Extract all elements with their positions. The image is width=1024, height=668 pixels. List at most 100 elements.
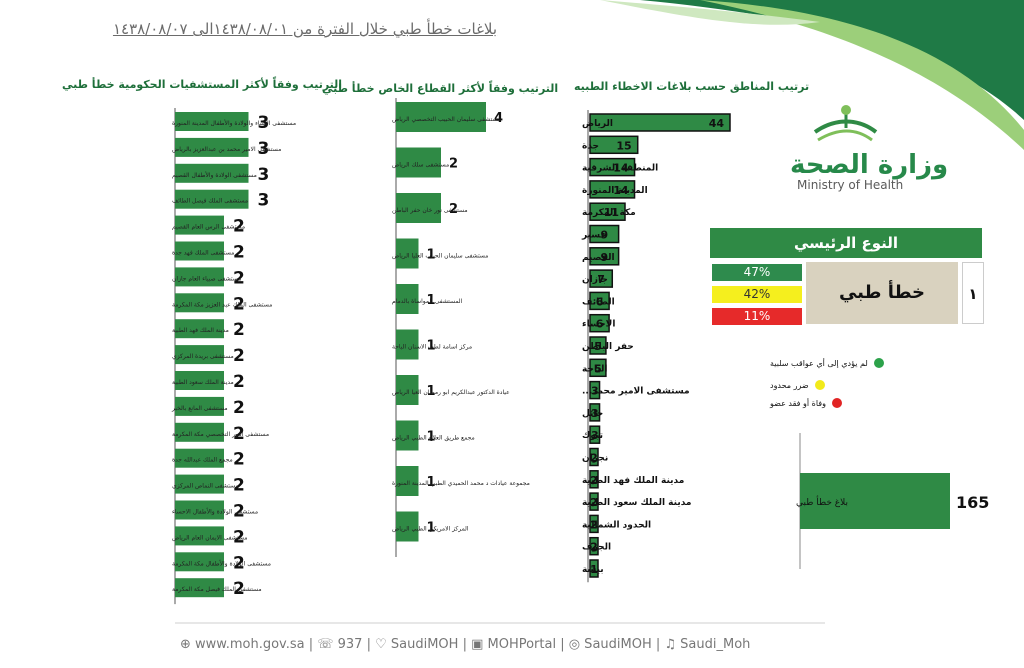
- regions-data-label: 5: [594, 362, 602, 375]
- gov-bar: [175, 137, 249, 157]
- logo-arabic-text: وزارة الصحة: [790, 150, 949, 180]
- gov-chart-title: الترتيب وفقاً لأكثر المستشفيات الحكومية …: [62, 78, 343, 91]
- private-category-label: عيادة الدكتور عبدالكريم ابو رمضان العيا …: [392, 389, 510, 396]
- regions-bar: [589, 470, 599, 489]
- regions-data-label: 1: [590, 563, 598, 576]
- regions-bar: [589, 247, 620, 266]
- regions-category-label: نجران: [582, 454, 608, 464]
- gov-bar: [175, 267, 224, 287]
- regions-category-label: حفر الباطن: [582, 342, 634, 352]
- gov-bar: [175, 552, 224, 572]
- regions-category-label: مستشفى الامير محمد...: [582, 387, 690, 397]
- regions-category-label: الجوف: [582, 543, 611, 553]
- gov-category-label: مدينة الملك فهد الطبية: [172, 327, 229, 334]
- gov-bar: [175, 578, 224, 598]
- gov-data-label: 2: [233, 502, 245, 522]
- private-bar: [396, 147, 441, 178]
- private-category-label: مركز اسامة لطب الاسنان الباحة: [392, 344, 472, 351]
- regions-bar: [589, 313, 610, 333]
- legend-label: ضرر محدود: [770, 380, 809, 390]
- private-category-label: مستشفى نور خان حفر الباطن: [392, 207, 468, 214]
- regions-data-label: 2: [590, 452, 598, 465]
- gov-data-label: 2: [233, 217, 245, 237]
- gov-category-label: مستشفى المانع بالخبر: [171, 405, 228, 412]
- gov-data-label: 2: [233, 553, 245, 573]
- private-data-label: 1: [427, 339, 436, 354]
- gov-data-label: 3: [258, 139, 270, 159]
- gov-category-label: مستشفى الامير محمد بن عبدالعزيز بالرياض: [172, 146, 281, 153]
- regions-bar: [589, 358, 607, 378]
- gov-bar: [175, 215, 224, 235]
- regions-category-label: مكة المكرمة: [582, 208, 636, 218]
- regions-data-label: 6: [596, 318, 604, 331]
- regions-chart-title: ترتيب المناطق حسب بلاغات الاخطاء الطبيه: [574, 80, 810, 93]
- regions-data-label: 9: [600, 251, 608, 264]
- private-bar: [396, 284, 419, 314]
- regions-data-label: 3: [591, 385, 599, 398]
- private-chart-title: الترتيب وفقاً لأكثر القطاع الخاص خطأ طبي: [322, 82, 559, 95]
- regions-data-label: 14: [613, 162, 629, 175]
- regions-category-label: بيشة: [582, 565, 604, 575]
- private-bar: [396, 375, 419, 405]
- gov-category-label: مستشفى الملك فيصل مكة المكرمة: [172, 586, 262, 593]
- regions-category-label: الرياض: [582, 119, 613, 129]
- regions-category-label: عسير: [581, 231, 607, 241]
- regions-bar: [589, 380, 601, 400]
- gov-bar: [175, 500, 224, 520]
- gov-category-label: مستشفى الولادة والأطفال القصيم: [172, 171, 257, 179]
- private-category-label: مستشفى سليمان الحبيب العليا الرياض: [392, 253, 488, 260]
- regions-category-label: مدينة الملك فهد الطبية: [582, 476, 684, 486]
- gov-bar: [175, 448, 224, 468]
- main-type-number: ١: [962, 262, 984, 324]
- private-data-label: 1: [427, 521, 436, 536]
- regions-category-label: مدينة الملك سعود الطبية: [582, 498, 691, 508]
- regions-bar: [589, 336, 607, 355]
- regions-category-label: القصيم: [582, 253, 615, 263]
- private-bar: [396, 193, 441, 223]
- private-data-label: 1: [427, 430, 436, 445]
- legend-item-yellow: ضرر محدود: [770, 380, 825, 390]
- regions-bar: [589, 492, 599, 511]
- gov-data-label: 3: [258, 191, 270, 211]
- gov-category-label: مستشفى الولادة والأطفال الاحساء: [172, 508, 258, 516]
- gov-bar: [175, 371, 224, 390]
- private-bar: [396, 102, 486, 132]
- gov-category-label: مدينة الملك سعود الطبية: [172, 379, 234, 386]
- regions-category-label: جدة: [582, 141, 599, 151]
- regions-data-label: 15: [616, 139, 631, 152]
- regions-data-label: 3: [591, 407, 599, 420]
- regions-bar: [589, 425, 601, 444]
- total-bar: [800, 473, 950, 529]
- regions-bar: [589, 291, 610, 311]
- regions-bar: [589, 559, 599, 578]
- gov-data-label: 2: [233, 372, 245, 392]
- gov-data-label: 2: [233, 398, 245, 418]
- footer-contacts: ⊕ www.moh.gov.sa | ☏ 937 | ♡ SaudiMOH | …: [180, 637, 751, 652]
- gov-category-label: مستشفى الملك فيصل الطائف: [172, 198, 248, 205]
- regions-bar: [589, 447, 599, 467]
- gov-category-label: مستشفى النساء والولادة والأطفال المدينة …: [172, 119, 296, 127]
- regions-category-label: الاحساء: [582, 320, 615, 330]
- gov-category-label: مستشفى النور التخصصي مكة المكرمة: [172, 431, 269, 438]
- gov-bar: [175, 189, 249, 209]
- gov-category-label: مستشفى بريدة المركزي: [172, 353, 234, 360]
- private-data-label: 1: [427, 248, 436, 263]
- regions-bar: [589, 269, 614, 288]
- regions-category-label: الحدود الشمالية: [582, 520, 651, 530]
- gov-category-label: مستشفى النماص المركزي: [172, 483, 239, 490]
- private-bar: [396, 329, 419, 360]
- gov-bar: [175, 422, 224, 442]
- gov-data-label: 2: [233, 450, 245, 470]
- regions-data-label: 2: [590, 518, 598, 531]
- gov-category-label: مستشفى الرس العام القصيم: [172, 224, 245, 231]
- regions-bar: [589, 403, 601, 422]
- regions-data-label: 44: [709, 117, 725, 130]
- gov-bar: [175, 474, 224, 494]
- regions-bar: [589, 157, 636, 177]
- regions-bar: [589, 536, 599, 556]
- private-data-label: 4: [494, 111, 503, 126]
- gov-category-label: مستشفى الايمان العام الرياض: [172, 534, 247, 541]
- regions-bar: [589, 180, 636, 199]
- regions-data-label: 5: [594, 340, 602, 353]
- regions-category-label: تبوك: [582, 431, 603, 441]
